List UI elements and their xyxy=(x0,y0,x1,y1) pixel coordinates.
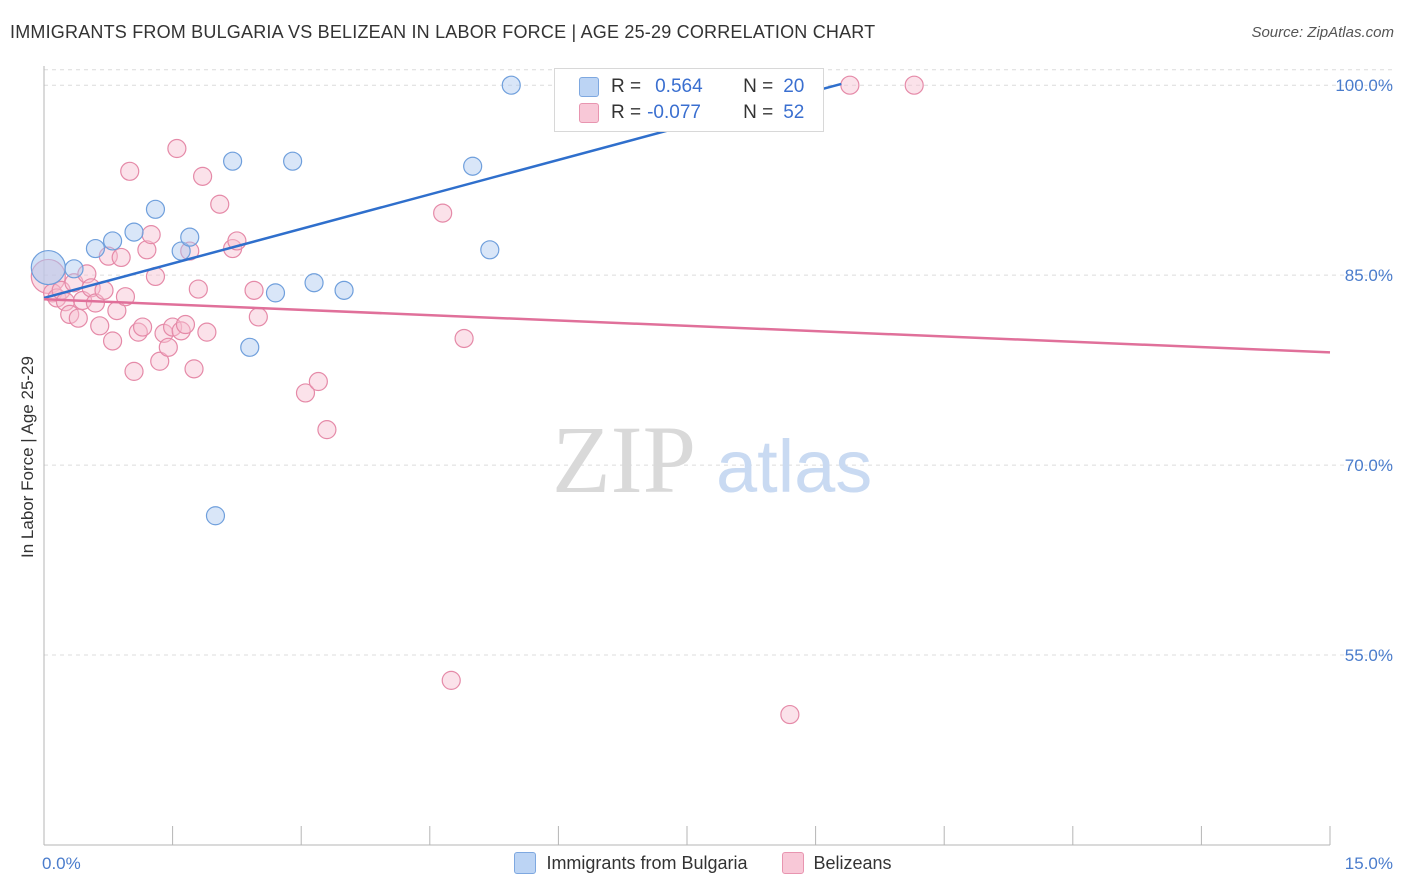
belizeans-point xyxy=(90,316,110,336)
x-tick-label: 0.0% xyxy=(42,854,81,873)
legend-label-bulgaria: Immigrants from Bulgaria xyxy=(546,852,748,873)
y-tick-label: 70.0% xyxy=(1345,456,1393,475)
blue-n-value: 20 xyxy=(783,76,805,97)
pink-swatch xyxy=(579,103,599,123)
series-legend: Immigrants from Bulgaria Belizeans xyxy=(0,852,1406,874)
belizeans-point xyxy=(102,331,123,351)
chart-title: IMMIGRANTS FROM BULGARIA VS BELIZEAN IN … xyxy=(10,22,876,42)
belizeans-point xyxy=(175,314,196,335)
pink-n-label: N = xyxy=(743,102,774,123)
stats-legend: R = 0.564 N = 20 R = -0.077 N = 52 xyxy=(554,68,824,132)
belizeans-point xyxy=(68,308,88,328)
blue-n-label: N = xyxy=(743,76,774,97)
y-tick-label: 85.0% xyxy=(1345,266,1393,285)
bulgaria-point xyxy=(265,283,286,303)
bulgaria-point xyxy=(85,238,106,259)
tick-labels: 55.0% 70.0% 85.0% 100.0% 0.0% 15.0% xyxy=(42,76,1393,873)
bulgaria-point xyxy=(501,75,521,95)
blue-r-label: R = xyxy=(611,76,642,97)
pink-r-value: -0.077 xyxy=(647,102,701,123)
belizeans-point xyxy=(141,225,161,245)
belizeans-point xyxy=(454,328,474,349)
belizeans-point xyxy=(193,166,213,186)
source-label: Source: ZipAtlas.com xyxy=(1251,24,1394,41)
belizeans-point xyxy=(248,307,268,327)
belizeans-point xyxy=(295,383,316,403)
belizeans-point xyxy=(244,280,264,300)
y-tick-label: 100.0% xyxy=(1335,76,1393,95)
watermark-atlas: atlas xyxy=(716,425,872,508)
belizeans-point xyxy=(904,75,924,95)
belizeans-point xyxy=(197,322,217,342)
bulgaria-point xyxy=(30,249,66,286)
bulgaria-point xyxy=(64,259,84,279)
gridlines xyxy=(44,69,1392,656)
belizeans-point xyxy=(132,317,153,337)
legend-item-bulgaria[interactable]: Immigrants from Bulgaria xyxy=(514,852,748,874)
bulgaria-points xyxy=(30,75,783,526)
bulgaria-point xyxy=(124,222,144,242)
pink-r-label: R = xyxy=(611,102,642,123)
bulgaria-point xyxy=(334,280,354,300)
bulgaria-point xyxy=(283,151,303,171)
watermark-zip: ZIP xyxy=(552,406,696,513)
axes xyxy=(43,66,1331,846)
stats-row-blue: R = 0.564 N = 20 xyxy=(579,75,804,99)
legend-swatch-belizeans xyxy=(781,852,804,874)
bulgaria-point xyxy=(304,273,324,293)
x-tick-label: 15.0% xyxy=(1345,854,1393,873)
belizeans-trend-line xyxy=(43,297,1331,354)
belizeans-point xyxy=(433,203,453,223)
legend-item-belizeans[interactable]: Belizeans xyxy=(781,852,892,874)
pink-n-value: 52 xyxy=(783,102,805,123)
belizeans-point xyxy=(124,361,144,381)
belizeans-point xyxy=(308,371,328,392)
belizeans-point xyxy=(780,704,800,725)
bulgaria-point xyxy=(102,231,123,251)
belizeans-point xyxy=(167,138,187,159)
legend-swatch-bulgaria xyxy=(514,852,537,874)
bulgaria-point xyxy=(480,240,500,260)
bulgaria-point xyxy=(240,337,260,357)
belizeans-point xyxy=(840,75,860,95)
stats-row-pink: R = -0.077 N = 52 xyxy=(579,101,804,125)
belizeans-point xyxy=(188,279,208,299)
blue-r-value: 0.564 xyxy=(655,76,703,97)
blue-swatch xyxy=(579,77,599,97)
bulgaria-point xyxy=(180,227,200,247)
legend-label-belizeans: Belizeans xyxy=(813,852,892,873)
watermark: ZIP atlas xyxy=(552,406,872,513)
belizeans-point xyxy=(120,161,140,181)
bulgaria-point xyxy=(145,199,166,219)
belizeans-point xyxy=(210,194,230,214)
bulgaria-point xyxy=(223,151,243,171)
bulgaria-point xyxy=(205,506,226,526)
belizeans-point xyxy=(150,351,170,371)
belizeans-point xyxy=(158,337,178,357)
y-tick-label: 55.0% xyxy=(1345,646,1393,665)
belizeans-point xyxy=(441,670,461,690)
belizeans-point xyxy=(184,359,204,379)
y-axis-label: In Labor Force | Age 25-29 xyxy=(18,356,37,558)
belizeans-point xyxy=(111,247,131,268)
belizeans-point xyxy=(317,420,337,440)
bulgaria-point xyxy=(463,156,483,176)
belizeans-point xyxy=(137,240,157,260)
